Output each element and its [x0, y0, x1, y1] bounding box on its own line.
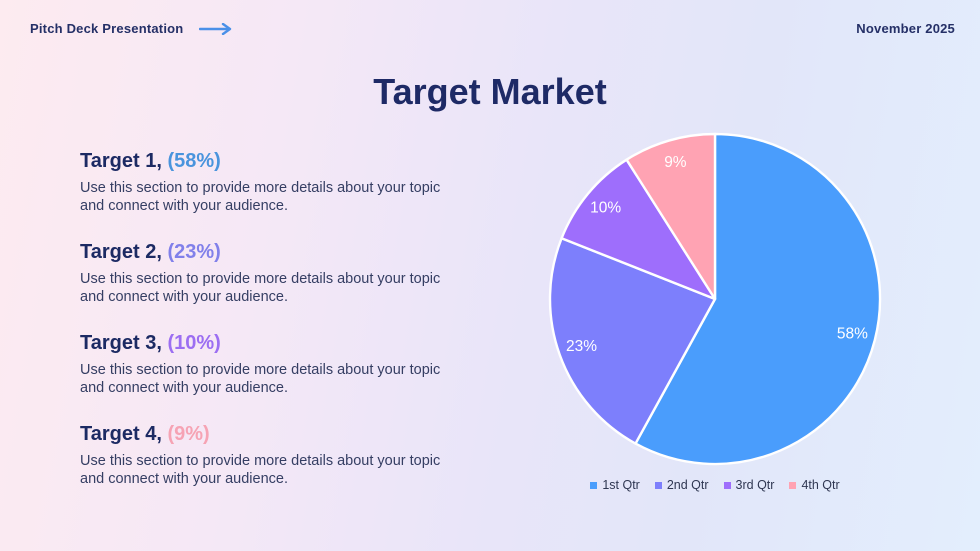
pie-slice-3rd-qtr — [560, 158, 717, 301]
right-arrow-icon — [199, 22, 233, 35]
legend-item-4th-qtr: 4th Qtr — [789, 478, 840, 492]
target-percentage: (23%) — [167, 241, 221, 263]
target-name: Target 4, — [80, 423, 162, 445]
target-percentage: (58%) — [167, 150, 221, 172]
legend-swatch-icon — [723, 481, 731, 489]
legend-label: 4th Qtr — [801, 478, 840, 492]
target-heading: Target 4, (9%) — [80, 423, 465, 446]
pie-slice-2nd-qtr — [548, 237, 717, 445]
page-title: Target Market — [373, 71, 607, 112]
target-percentage: (10%) — [167, 332, 221, 354]
target-block-2: Target 2, (23%) Use this section to prov… — [80, 241, 465, 306]
legend-label: 1st Qtr — [602, 478, 640, 492]
legend-label: 2nd Qtr — [666, 478, 709, 492]
pie-slice-label: 9% — [664, 154, 687, 171]
pie-slice-label: 10% — [590, 200, 621, 217]
target-heading: Target 1, (58%) — [80, 150, 465, 173]
target-block-1: Target 1, (58%) Use this section to prov… — [80, 150, 465, 215]
target-name: Target 2, — [80, 241, 162, 263]
target-name: Target 3, — [80, 332, 162, 354]
target-percentage: (9%) — [167, 423, 210, 445]
target-block-3: Target 3, (10%) Use this section to prov… — [80, 332, 465, 397]
target-block-4: Target 4, (9%) Use this section to provi… — [80, 423, 465, 488]
target-description: Use this section to provide more details… — [80, 180, 441, 214]
legend-item-1st-qtr: 1st Qtr — [590, 478, 640, 492]
legend-item-2nd-qtr: 2nd Qtr — [654, 478, 709, 492]
pie-slice-label: 58% — [837, 325, 868, 342]
legend-swatch-icon — [654, 481, 662, 489]
target-description: Use this section to provide more details… — [80, 362, 441, 396]
target-name: Target 1, — [80, 150, 162, 172]
legend-swatch-icon — [590, 481, 598, 489]
pie-slice-label: 23% — [566, 338, 597, 355]
brand: Pitch Deck Presentation — [30, 21, 233, 36]
legend-label: 3rd Qtr — [735, 478, 775, 492]
legend-swatch-icon — [789, 481, 797, 489]
pie-slice-4th-qtr — [625, 132, 717, 301]
legend-item-3rd-qtr: 3rd Qtr — [723, 478, 775, 492]
targets-list: Target 1, (58%) Use this section to prov… — [80, 150, 465, 514]
brand-label: Pitch Deck Presentation — [30, 21, 184, 36]
target-description: Use this section to provide more details… — [80, 271, 441, 305]
slide-date: November 2025 — [856, 21, 955, 36]
chart-legend: 1st Qtr 2nd Qtr 3rd Qtr 4th Qtr — [545, 478, 885, 492]
target-description: Use this section to provide more details… — [80, 453, 441, 487]
target-heading: Target 2, (23%) — [80, 241, 465, 264]
target-heading: Target 3, (10%) — [80, 332, 465, 355]
pie-chart-svg: 58% 23% 10% 9% — [548, 132, 882, 466]
pie-chart: 58% 23% 10% 9% — [545, 129, 885, 469]
pie-slice-1st-qtr — [634, 132, 882, 466]
slide-header: Pitch Deck Presentation November 2025 — [30, 21, 955, 36]
